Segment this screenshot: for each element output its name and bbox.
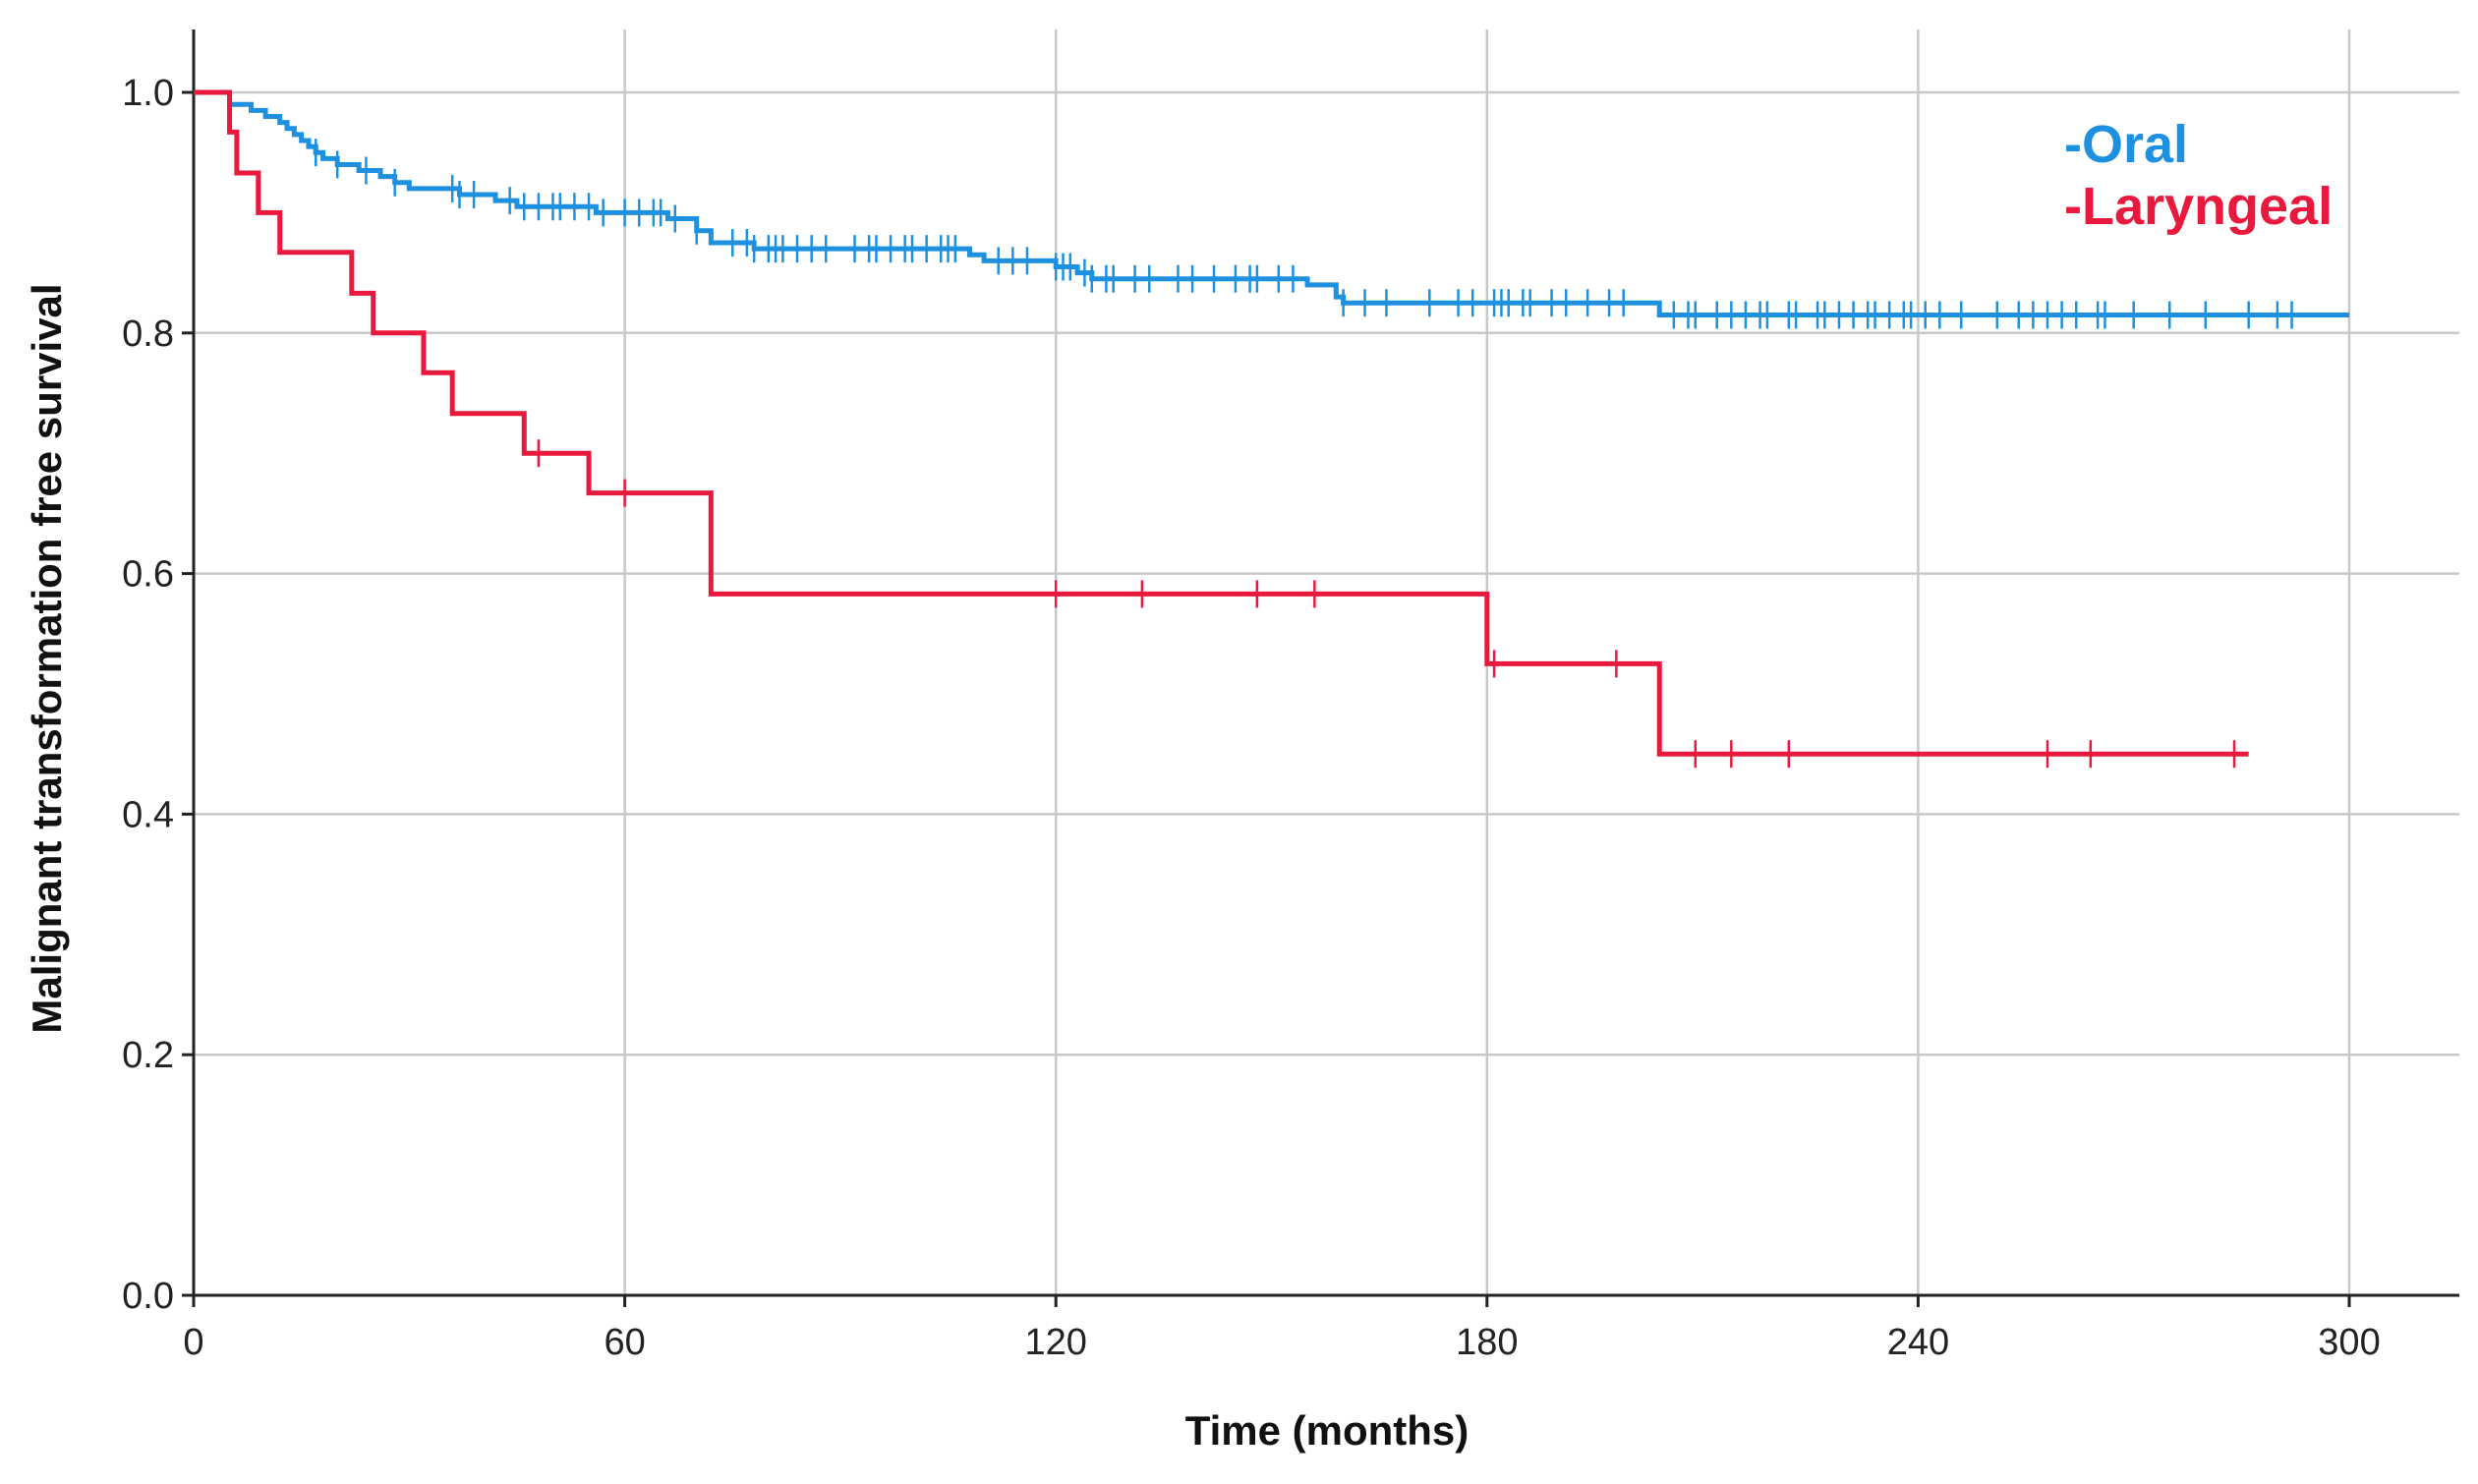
y-axis-title: Malignant transformation free survival <box>24 283 70 1033</box>
series-layer <box>194 89 2349 769</box>
survival-line <box>194 89 2249 757</box>
survival-line <box>194 89 2349 317</box>
legend: -Oral -Laryngeal <box>2064 115 2333 236</box>
y-tick-label: 0.6 <box>122 554 174 596</box>
x-tick-label: 0 <box>183 1322 203 1363</box>
y-tick-label: 0.8 <box>122 314 174 355</box>
y-tick-label: 0.2 <box>122 1035 174 1076</box>
y-tick-label: 0.0 <box>122 1276 174 1317</box>
grid-lines <box>194 29 2459 1295</box>
legend-item-laryngeal: -Laryngeal <box>2064 177 2333 236</box>
tick-labels: 0 60 120 180 240 300 0.0 0.2 0.4 0.6 0.8 1.0 <box>122 73 2381 1363</box>
x-axis-title: Time (months) <box>1185 1407 1470 1454</box>
y-tick-label: 0.4 <box>122 794 174 835</box>
series-oral <box>194 89 2349 329</box>
x-tick-label: 120 <box>1024 1322 1086 1363</box>
axes <box>182 29 2459 1307</box>
x-tick-label: 240 <box>1887 1322 1949 1363</box>
x-tick-label: 300 <box>2318 1322 2380 1363</box>
legend-item-oral: -Oral <box>2064 115 2188 174</box>
y-tick-label: 1.0 <box>122 73 174 114</box>
series-laryngeal <box>194 89 2249 769</box>
x-tick-label: 60 <box>604 1322 645 1363</box>
x-tick-label: 180 <box>1456 1322 1518 1363</box>
